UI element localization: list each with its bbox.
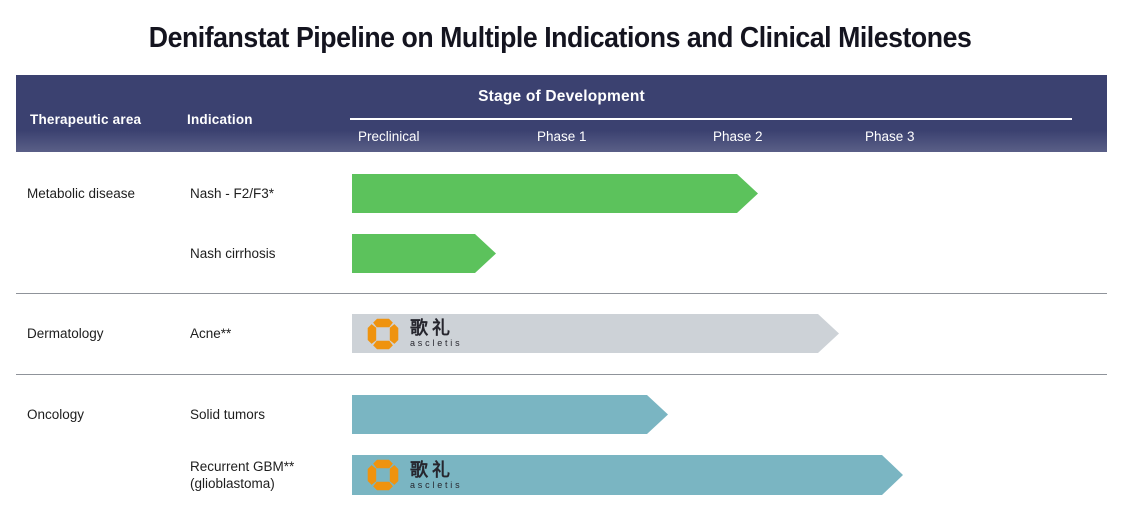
ascletis-logo: 歌礼 ascletis xyxy=(366,458,462,492)
pipeline-arrow-solid-tumors xyxy=(352,395,668,434)
indication-label: Nash cirrhosis xyxy=(190,246,276,261)
pipeline-arrow-acne: 歌礼 ascletis xyxy=(352,314,839,353)
ascletis-logo: 歌礼 ascletis xyxy=(366,317,462,351)
phase-label-preclinical: Preclinical xyxy=(358,129,420,144)
phase-label-phase-3: Phase 3 xyxy=(865,129,915,144)
indication-label: Acne** xyxy=(190,326,232,341)
row-divider xyxy=(16,374,1107,375)
stage-underline xyxy=(350,118,1072,120)
phase-label-phase-1: Phase 1 xyxy=(537,129,587,144)
ascletis-octagon-icon xyxy=(366,458,400,492)
ascletis-cjk-text: 歌礼 xyxy=(410,459,454,480)
pipeline-arrow-nash-f2f3 xyxy=(352,174,758,213)
stage-of-development-title: Stage of Development xyxy=(478,88,645,105)
pipeline-arrow-recurrent-gbm: 歌礼 ascletis xyxy=(352,455,903,495)
ascletis-logo-text: 歌礼 ascletis xyxy=(410,460,462,491)
ascletis-octagon-icon xyxy=(366,317,400,351)
column-header-therapeutic-area: Therapeutic area xyxy=(30,112,142,127)
ascletis-latin-text: ascletis xyxy=(410,479,463,490)
column-header-indication: Indication xyxy=(187,112,253,127)
therapeutic-area-label: Dermatology xyxy=(27,326,104,341)
page-title: Denifanstat Pipeline on Multiple Indicat… xyxy=(0,22,1121,55)
indication-label: Recurrent GBM** (glioblastoma) xyxy=(190,459,295,491)
indication-label: Solid tumors xyxy=(190,407,266,422)
ascletis-logo-text: 歌礼 ascletis xyxy=(410,318,462,349)
pipeline-arrow-nash-cirrhosis xyxy=(352,234,496,273)
therapeutic-area-label: Metabolic disease xyxy=(27,186,136,201)
table-header: Therapeutic area Indication Stage of Dev… xyxy=(16,75,1107,152)
ascletis-latin-text: ascletis xyxy=(410,338,463,348)
phase-label-phase-2: Phase 2 xyxy=(713,129,763,144)
ascletis-cjk-text: 歌礼 xyxy=(410,318,454,338)
page-title-text: Denifanstat Pipeline on Multiple Indicat… xyxy=(149,22,972,54)
indication-label: Nash - F2/F3* xyxy=(190,186,275,201)
therapeutic-area-label: Oncology xyxy=(27,407,85,422)
row-divider xyxy=(16,293,1107,294)
